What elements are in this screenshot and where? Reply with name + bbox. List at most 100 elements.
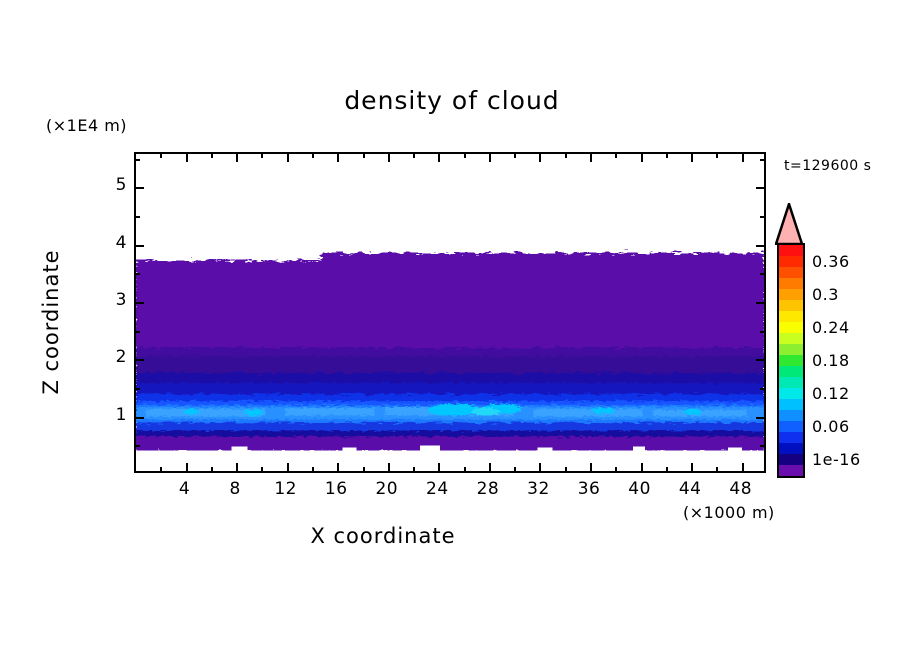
x-tick-label: 28: [476, 479, 500, 499]
colorbar-tick-label: 0.18: [812, 350, 850, 370]
colorbar-tick-label: 1e-16: [812, 449, 861, 469]
axis-tick: [760, 388, 765, 391]
page-title: density of cloud: [344, 86, 560, 115]
axis-tick: [337, 463, 340, 472]
axis-tick: [691, 153, 694, 162]
colorbar-band: [779, 377, 803, 388]
axis-tick: [210, 467, 213, 472]
axis-tick: [236, 153, 239, 162]
y-axis-units-label: (×1E4 m): [46, 116, 128, 135]
axis-tick: [135, 302, 144, 305]
colorbar-band: [779, 366, 803, 377]
axis-tick: [615, 153, 618, 158]
axis-tick: [665, 467, 668, 472]
colorbar-band: [779, 311, 803, 322]
colorbar-tick-label: 0.24: [812, 317, 850, 337]
axis-tick: [564, 467, 567, 472]
axis-tick: [387, 463, 390, 472]
x-tick-label: 44: [678, 479, 702, 499]
axis-tick: [286, 463, 289, 472]
axis-tick: [741, 463, 744, 472]
axis-tick: [760, 330, 765, 333]
x-tick-label: 24: [426, 479, 449, 499]
axis-tick: [691, 463, 694, 472]
axis-tick: [160, 467, 163, 472]
axis-tick: [236, 463, 239, 472]
axis-tick: [261, 153, 264, 158]
axis-tick: [590, 463, 593, 472]
colorbar-tick-label: 0.36: [812, 251, 850, 271]
colorbar-tick-label: 0.12: [812, 383, 850, 403]
x-tick-label: 20: [375, 479, 399, 499]
colorbar-band: [779, 388, 803, 399]
plot-area[interactable]: [134, 152, 766, 473]
colorbar-band: [779, 256, 803, 267]
axis-tick: [760, 158, 765, 161]
axis-tick: [463, 467, 466, 472]
axis-tick: [135, 158, 140, 161]
axis-tick: [362, 467, 365, 472]
y-tick-label: 5: [115, 175, 127, 196]
colorbar-band: [779, 399, 803, 410]
x-tick-label: 4: [178, 479, 191, 499]
axis-tick: [413, 153, 416, 158]
time-annotation: t=129600 s: [784, 158, 872, 174]
y-axis-title: Z coordinate: [39, 249, 63, 395]
axis-tick: [362, 153, 365, 158]
colorbar-band: [779, 454, 803, 465]
axis-tick: [665, 153, 668, 158]
axis-tick: [756, 359, 765, 362]
axis-tick: [135, 359, 144, 362]
colorbar-band: [779, 300, 803, 311]
axis-tick: [135, 388, 140, 391]
y-tick-label: 1: [115, 404, 127, 425]
axis-tick: [311, 467, 314, 472]
x-tick-label: 32: [527, 479, 550, 499]
colorbar-band: [779, 355, 803, 366]
colorbar-band: [779, 267, 803, 278]
x-axis-title: X coordinate: [310, 524, 456, 548]
axis-tick: [539, 153, 542, 162]
axis-tick: [135, 330, 140, 333]
axis-tick: [463, 153, 466, 158]
axis-tick: [135, 187, 144, 190]
y-tick-label: 3: [115, 290, 127, 311]
colorbar-band: [779, 245, 803, 256]
axis-tick: [539, 463, 542, 472]
axis-tick: [261, 467, 264, 472]
colorbar-band: [779, 432, 803, 443]
axis-tick: [210, 153, 213, 158]
axis-tick: [135, 445, 140, 448]
axis-tick: [135, 244, 144, 247]
axis-tick: [488, 463, 491, 472]
axis-tick: [756, 416, 765, 419]
axis-tick: [135, 216, 140, 219]
axis-tick: [756, 244, 765, 247]
axis-tick: [756, 187, 765, 190]
axis-tick: [413, 467, 416, 472]
colorbar-band: [779, 410, 803, 421]
heatmap-canvas: [136, 154, 764, 471]
axis-tick: [185, 153, 188, 162]
axis-tick: [135, 273, 140, 276]
axis-tick: [514, 153, 517, 158]
axis-tick: [438, 463, 441, 472]
colorbar-band: [779, 322, 803, 333]
axis-tick: [741, 153, 744, 162]
axis-tick: [640, 463, 643, 472]
colorbar-band: [779, 443, 803, 454]
x-tick-label: 48: [729, 479, 753, 499]
axis-tick: [760, 273, 765, 276]
axis-tick: [135, 416, 144, 419]
axis-tick: [760, 216, 765, 219]
axis-tick: [640, 153, 643, 162]
axis-tick: [286, 153, 289, 162]
axis-tick: [756, 302, 765, 305]
x-tick-label: 8: [229, 479, 241, 499]
colorbar-band: [779, 278, 803, 289]
colorbar[interactable]: [777, 243, 805, 478]
axis-tick: [311, 153, 314, 158]
axis-tick: [564, 153, 567, 158]
y-tick-label: 2: [115, 347, 127, 368]
colorbar-band: [779, 333, 803, 344]
